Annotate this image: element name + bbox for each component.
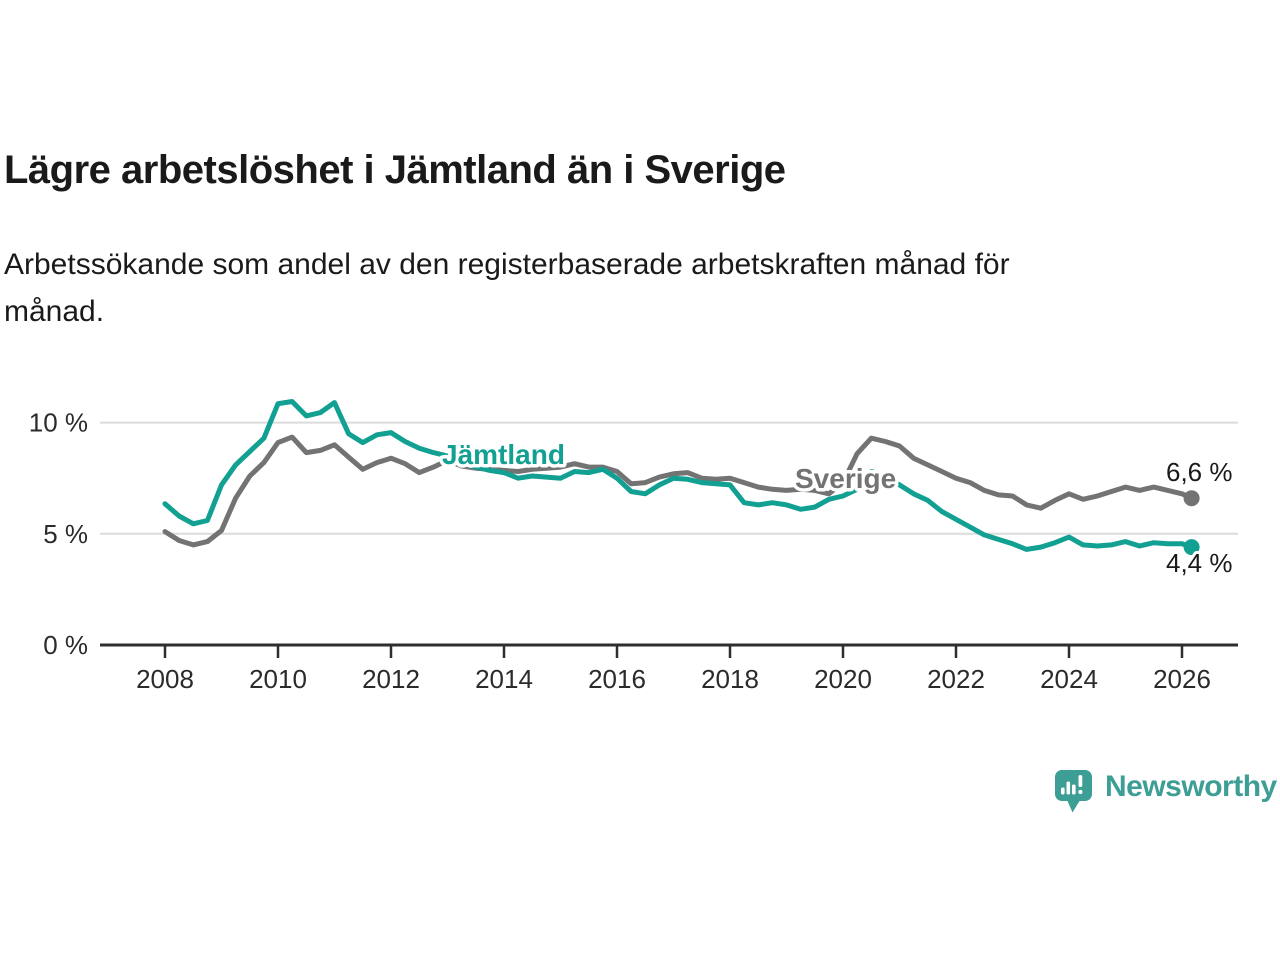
y-tick-label-5: 5 %: [43, 519, 88, 549]
subtitle-line-2: månad.: [4, 295, 105, 328]
jamtland-line: [162, 399, 1195, 552]
subtitle-line-1: Arbetssökande som andel av den registerb…: [4, 248, 1010, 281]
jamtland-end-dot: [1183, 539, 1200, 556]
x-tick-label-2012: 2012: [362, 664, 420, 694]
x-tick-label-2010: 2010: [249, 664, 307, 694]
x-tick-label-2014: 2014: [475, 664, 533, 694]
x-tick-label-2024: 2024: [1040, 664, 1098, 694]
newsworthy-logo-icon: [1055, 770, 1092, 813]
y-tick-label-10: 10 %: [29, 408, 88, 438]
jamtland-series-label: Jämtland: [442, 439, 565, 470]
newsworthy-logo-text: Newsworthy: [1105, 770, 1277, 803]
x-tick-label-2018: 2018: [701, 664, 759, 694]
sverige-end-dot: [1183, 490, 1200, 507]
x-tick-label-2022: 2022: [927, 664, 985, 694]
x-tick-label-2016: 2016: [588, 664, 646, 694]
jamtland-end-value-label: 4,4 %: [1166, 548, 1233, 578]
newsworthy-logo[interactable]: Newsworthy: [1055, 770, 1277, 813]
x-tick-label-2008: 2008: [136, 664, 194, 694]
x-tick-label-2026: 2026: [1153, 664, 1211, 694]
chart-subtitle: Arbetssökande som andel av den registerb…: [4, 241, 1010, 335]
page-title: Lägre arbetslöshet i Jämtland än i Sveri…: [4, 148, 786, 192]
sverige-end-value-label: 6,6 %: [1166, 457, 1233, 487]
x-tick-label-2020: 2020: [814, 664, 872, 694]
y-tick-label-0: 0 %: [43, 630, 88, 660]
sverige-series-label: Sverige: [795, 463, 896, 494]
sverige-line: [162, 434, 1195, 548]
